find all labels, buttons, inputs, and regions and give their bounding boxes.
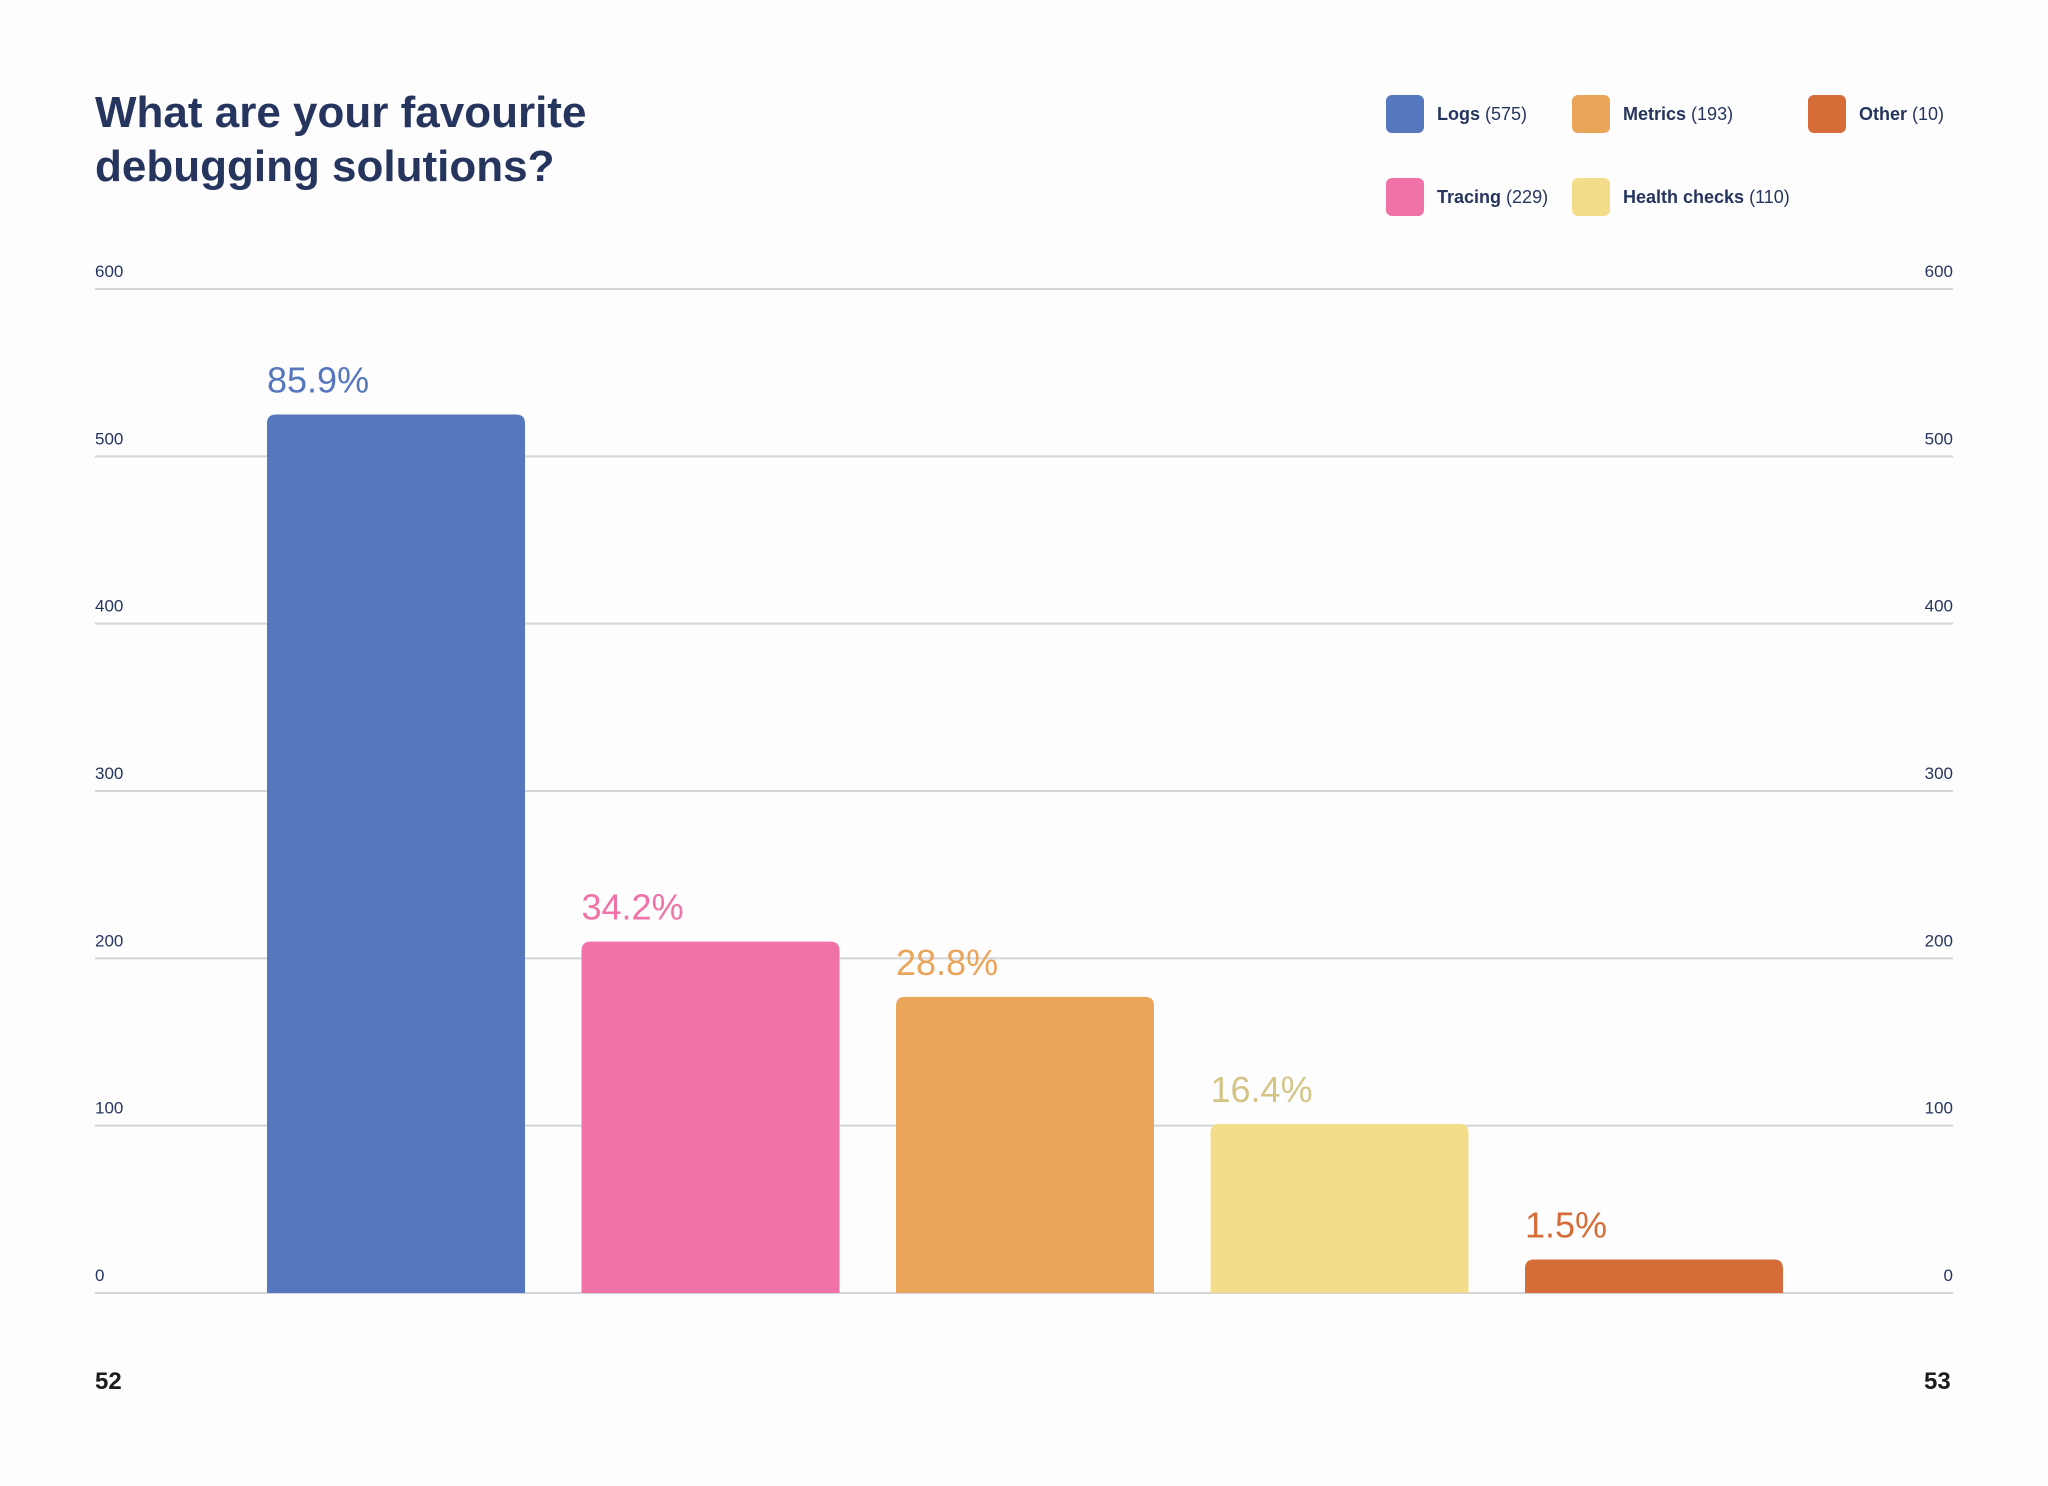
legend-count-other: (10) [1912, 103, 1945, 124]
bar-other [1525, 1259, 1783, 1293]
y-tick-left-300: 300 [95, 764, 123, 783]
data-label-tracing: 34.2% [582, 887, 684, 928]
data-label-other: 1.5% [1525, 1205, 1607, 1246]
bar-tracing [581, 941, 840, 1293]
legend-swatch-health-checks [1572, 178, 1610, 216]
legend-name-metrics: Metrics [1623, 103, 1687, 124]
bar-metrics [896, 996, 1154, 1293]
y-tick-left-600: 600 [95, 262, 123, 281]
y-tick-left-0: 0 [95, 1266, 104, 1285]
legend-name-other: Other [1859, 103, 1908, 124]
legend-item-logs: Logs (575) [1386, 95, 1527, 133]
legend-count-tracing: (229) [1506, 186, 1549, 207]
y-tick-left-200: 200 [95, 931, 123, 950]
legend-count-health-checks: (110) [1749, 186, 1790, 207]
y-tick-right-200: 200 [1925, 931, 1953, 950]
data-label-logs: 85.9% [267, 360, 369, 401]
bar-logs [267, 414, 525, 1293]
y-tick-left-500: 500 [95, 429, 123, 448]
legend-item-other: Other (10) [1808, 95, 1944, 133]
legend-count-logs: (575) [1485, 103, 1528, 124]
legend-item-tracing: Tracing (229) [1386, 178, 1548, 216]
legend-count-metrics: (193) [1691, 103, 1734, 124]
bar-health-checks [1210, 1123, 1469, 1293]
y-tick-left-400: 400 [95, 597, 123, 616]
page-number-left: 52 [95, 1368, 122, 1395]
legend-item-health-checks: Health checks (110) [1572, 178, 1790, 216]
y-tick-right-500: 500 [1925, 429, 1953, 448]
legend-name-tracing: Tracing [1437, 186, 1502, 207]
y-tick-right-300: 300 [1925, 764, 1953, 783]
y-tick-right-600: 600 [1925, 262, 1953, 281]
legend-name-health-checks: Health checks [1623, 186, 1745, 207]
legend-swatch-logs [1386, 95, 1424, 133]
legend-swatch-metrics [1572, 95, 1610, 133]
chart-title: What are your favourite debugging soluti… [95, 88, 587, 191]
legend-name-logs: Logs [1437, 103, 1480, 124]
legend-swatch-tracing [1386, 178, 1424, 216]
y-tick-right-0: 0 [1944, 1266, 1953, 1285]
legend-item-metrics: Metrics (193) [1572, 95, 1733, 133]
y-tick-left-100: 100 [95, 1099, 123, 1118]
data-label-metrics: 28.8% [896, 942, 998, 983]
page-number-right: 53 [1924, 1368, 1951, 1395]
y-tick-right-400: 400 [1925, 597, 1953, 616]
y-tick-right-100: 100 [1925, 1099, 1953, 1118]
legend-swatch-other [1808, 95, 1846, 133]
data-label-health-checks: 16.4% [1211, 1069, 1313, 1110]
